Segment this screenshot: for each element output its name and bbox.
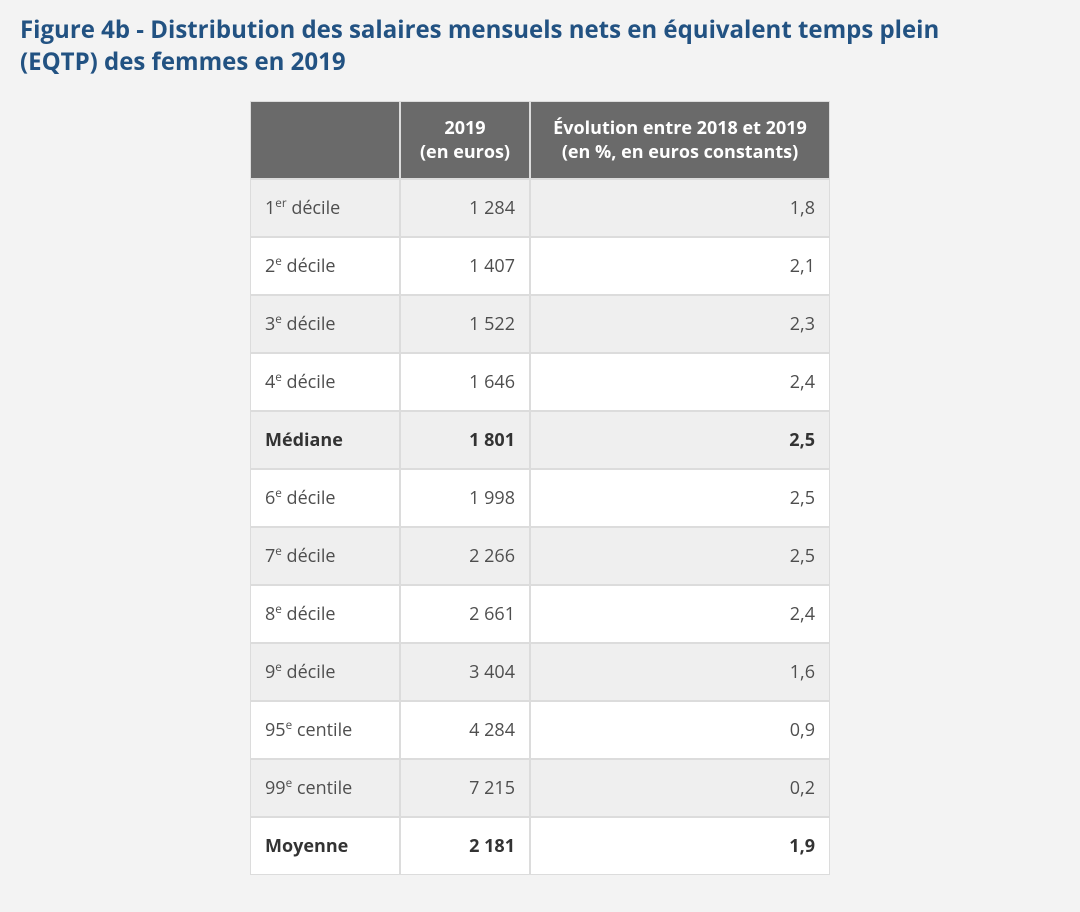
row-evolution: 1,9 (530, 817, 830, 875)
row-euros: 1 522 (400, 295, 530, 353)
row-label-pre: 1 (265, 196, 275, 220)
row-evolution: 0,2 (530, 759, 830, 817)
header-evolution: Évolution entre 2018 et 2019 (en %, en e… (530, 101, 830, 180)
row-euros: 3 404 (400, 643, 530, 701)
row-euros: 1 407 (400, 237, 530, 295)
row-label: 3e décile (250, 295, 400, 353)
row-label-sup: e (275, 601, 282, 617)
row-label-pre: 4 (265, 370, 275, 394)
table-row: 2e décile1 4072,1 (250, 237, 830, 295)
figure-container: Figure 4b - Distribution des salaires me… (0, 0, 1080, 905)
table-wrap: 2019 (en euros) Évolution entre 2018 et … (250, 101, 830, 876)
row-label: 7e décile (250, 527, 400, 585)
table-header: 2019 (en euros) Évolution entre 2018 et … (250, 101, 830, 180)
row-evolution: 2,5 (530, 411, 830, 469)
row-euros: 1 646 (400, 353, 530, 411)
row-label-pre: 9 (265, 660, 275, 684)
header-euros-line1: 2019 (444, 116, 485, 140)
table-row: 6e décile1 9982,5 (250, 469, 830, 527)
table-row: 3e décile1 5222,3 (250, 295, 830, 353)
row-label-pre: 3 (265, 312, 275, 336)
row-evolution: 2,1 (530, 237, 830, 295)
row-label-post: décile (282, 312, 336, 336)
row-evolution: 2,4 (530, 585, 830, 643)
row-euros: 4 284 (400, 701, 530, 759)
row-label-post: décile (282, 660, 336, 684)
row-label: 8e décile (250, 585, 400, 643)
row-label-sup: e (275, 369, 282, 385)
header-evo-line2: (en %, en euros constants) (562, 140, 798, 164)
table-row: 99e centile7 2150,2 (250, 759, 830, 817)
row-label-pre: 99 (265, 776, 286, 800)
row-label: 9e décile (250, 643, 400, 701)
row-label: 99e centile (250, 759, 400, 817)
row-label: 2e décile (250, 237, 400, 295)
row-label-post: décile (287, 196, 341, 220)
row-label-sup: e (275, 311, 282, 327)
row-evolution: 1,8 (530, 179, 830, 237)
row-label-post: décile (282, 544, 336, 568)
header-blank (250, 101, 400, 180)
row-euros: 1 801 (400, 411, 530, 469)
row-label-pre: Moyenne (265, 834, 348, 858)
row-label-post: centile (292, 718, 352, 742)
row-label-sup: e (275, 485, 282, 501)
row-euros: 2 266 (400, 527, 530, 585)
row-euros: 1 998 (400, 469, 530, 527)
row-label-pre: 2 (265, 254, 275, 278)
figure-title: Figure 4b - Distribution des salaires me… (20, 14, 1020, 79)
header-euros: 2019 (en euros) (400, 101, 530, 180)
row-label: Médiane (250, 411, 400, 469)
row-label-sup: e (275, 659, 282, 675)
row-label-post: décile (282, 486, 336, 510)
row-evolution: 2,4 (530, 353, 830, 411)
row-evolution: 0,9 (530, 701, 830, 759)
header-evo-line1: Évolution entre 2018 et 2019 (553, 116, 807, 140)
row-label-pre: Médiane (265, 428, 343, 452)
row-euros: 1 284 (400, 179, 530, 237)
table-row: 8e décile2 6612,4 (250, 585, 830, 643)
row-evolution: 1,6 (530, 643, 830, 701)
row-label: 1er décile (250, 179, 400, 237)
table-row: 7e décile2 2662,5 (250, 527, 830, 585)
table-row: Moyenne 2 1811,9 (250, 817, 830, 875)
row-label: 95e centile (250, 701, 400, 759)
row-evolution: 2,3 (530, 295, 830, 353)
table-row: 4e décile1 6462,4 (250, 353, 830, 411)
table-row: 95e centile4 2840,9 (250, 701, 830, 759)
salary-distribution-table: 2019 (en euros) Évolution entre 2018 et … (250, 101, 830, 876)
header-euros-line2: (en euros) (420, 140, 510, 164)
row-label: 4e décile (250, 353, 400, 411)
row-label-post: centile (292, 776, 352, 800)
row-label-post: décile (282, 370, 336, 394)
row-evolution: 2,5 (530, 469, 830, 527)
table-row: 9e décile3 4041,6 (250, 643, 830, 701)
row-label-pre: 8 (265, 602, 275, 626)
row-label-sup: er (275, 195, 286, 211)
row-euros: 7 215 (400, 759, 530, 817)
row-label: Moyenne (250, 817, 400, 875)
row-evolution: 2,5 (530, 527, 830, 585)
row-label-post: décile (282, 254, 336, 278)
row-label-post: décile (282, 602, 336, 626)
row-label-pre: 7 (265, 544, 275, 568)
table-body: 1er décile1 2841,82e décile1 4072,13e dé… (250, 179, 830, 875)
table-row: 1er décile1 2841,8 (250, 179, 830, 237)
table-row: Médiane 1 8012,5 (250, 411, 830, 469)
row-label-sup: e (275, 253, 282, 269)
row-euros: 2 661 (400, 585, 530, 643)
row-label-pre: 6 (265, 486, 275, 510)
row-label-sup: e (275, 543, 282, 559)
row-label-pre: 95 (265, 718, 286, 742)
row-label: 6e décile (250, 469, 400, 527)
row-euros: 2 181 (400, 817, 530, 875)
